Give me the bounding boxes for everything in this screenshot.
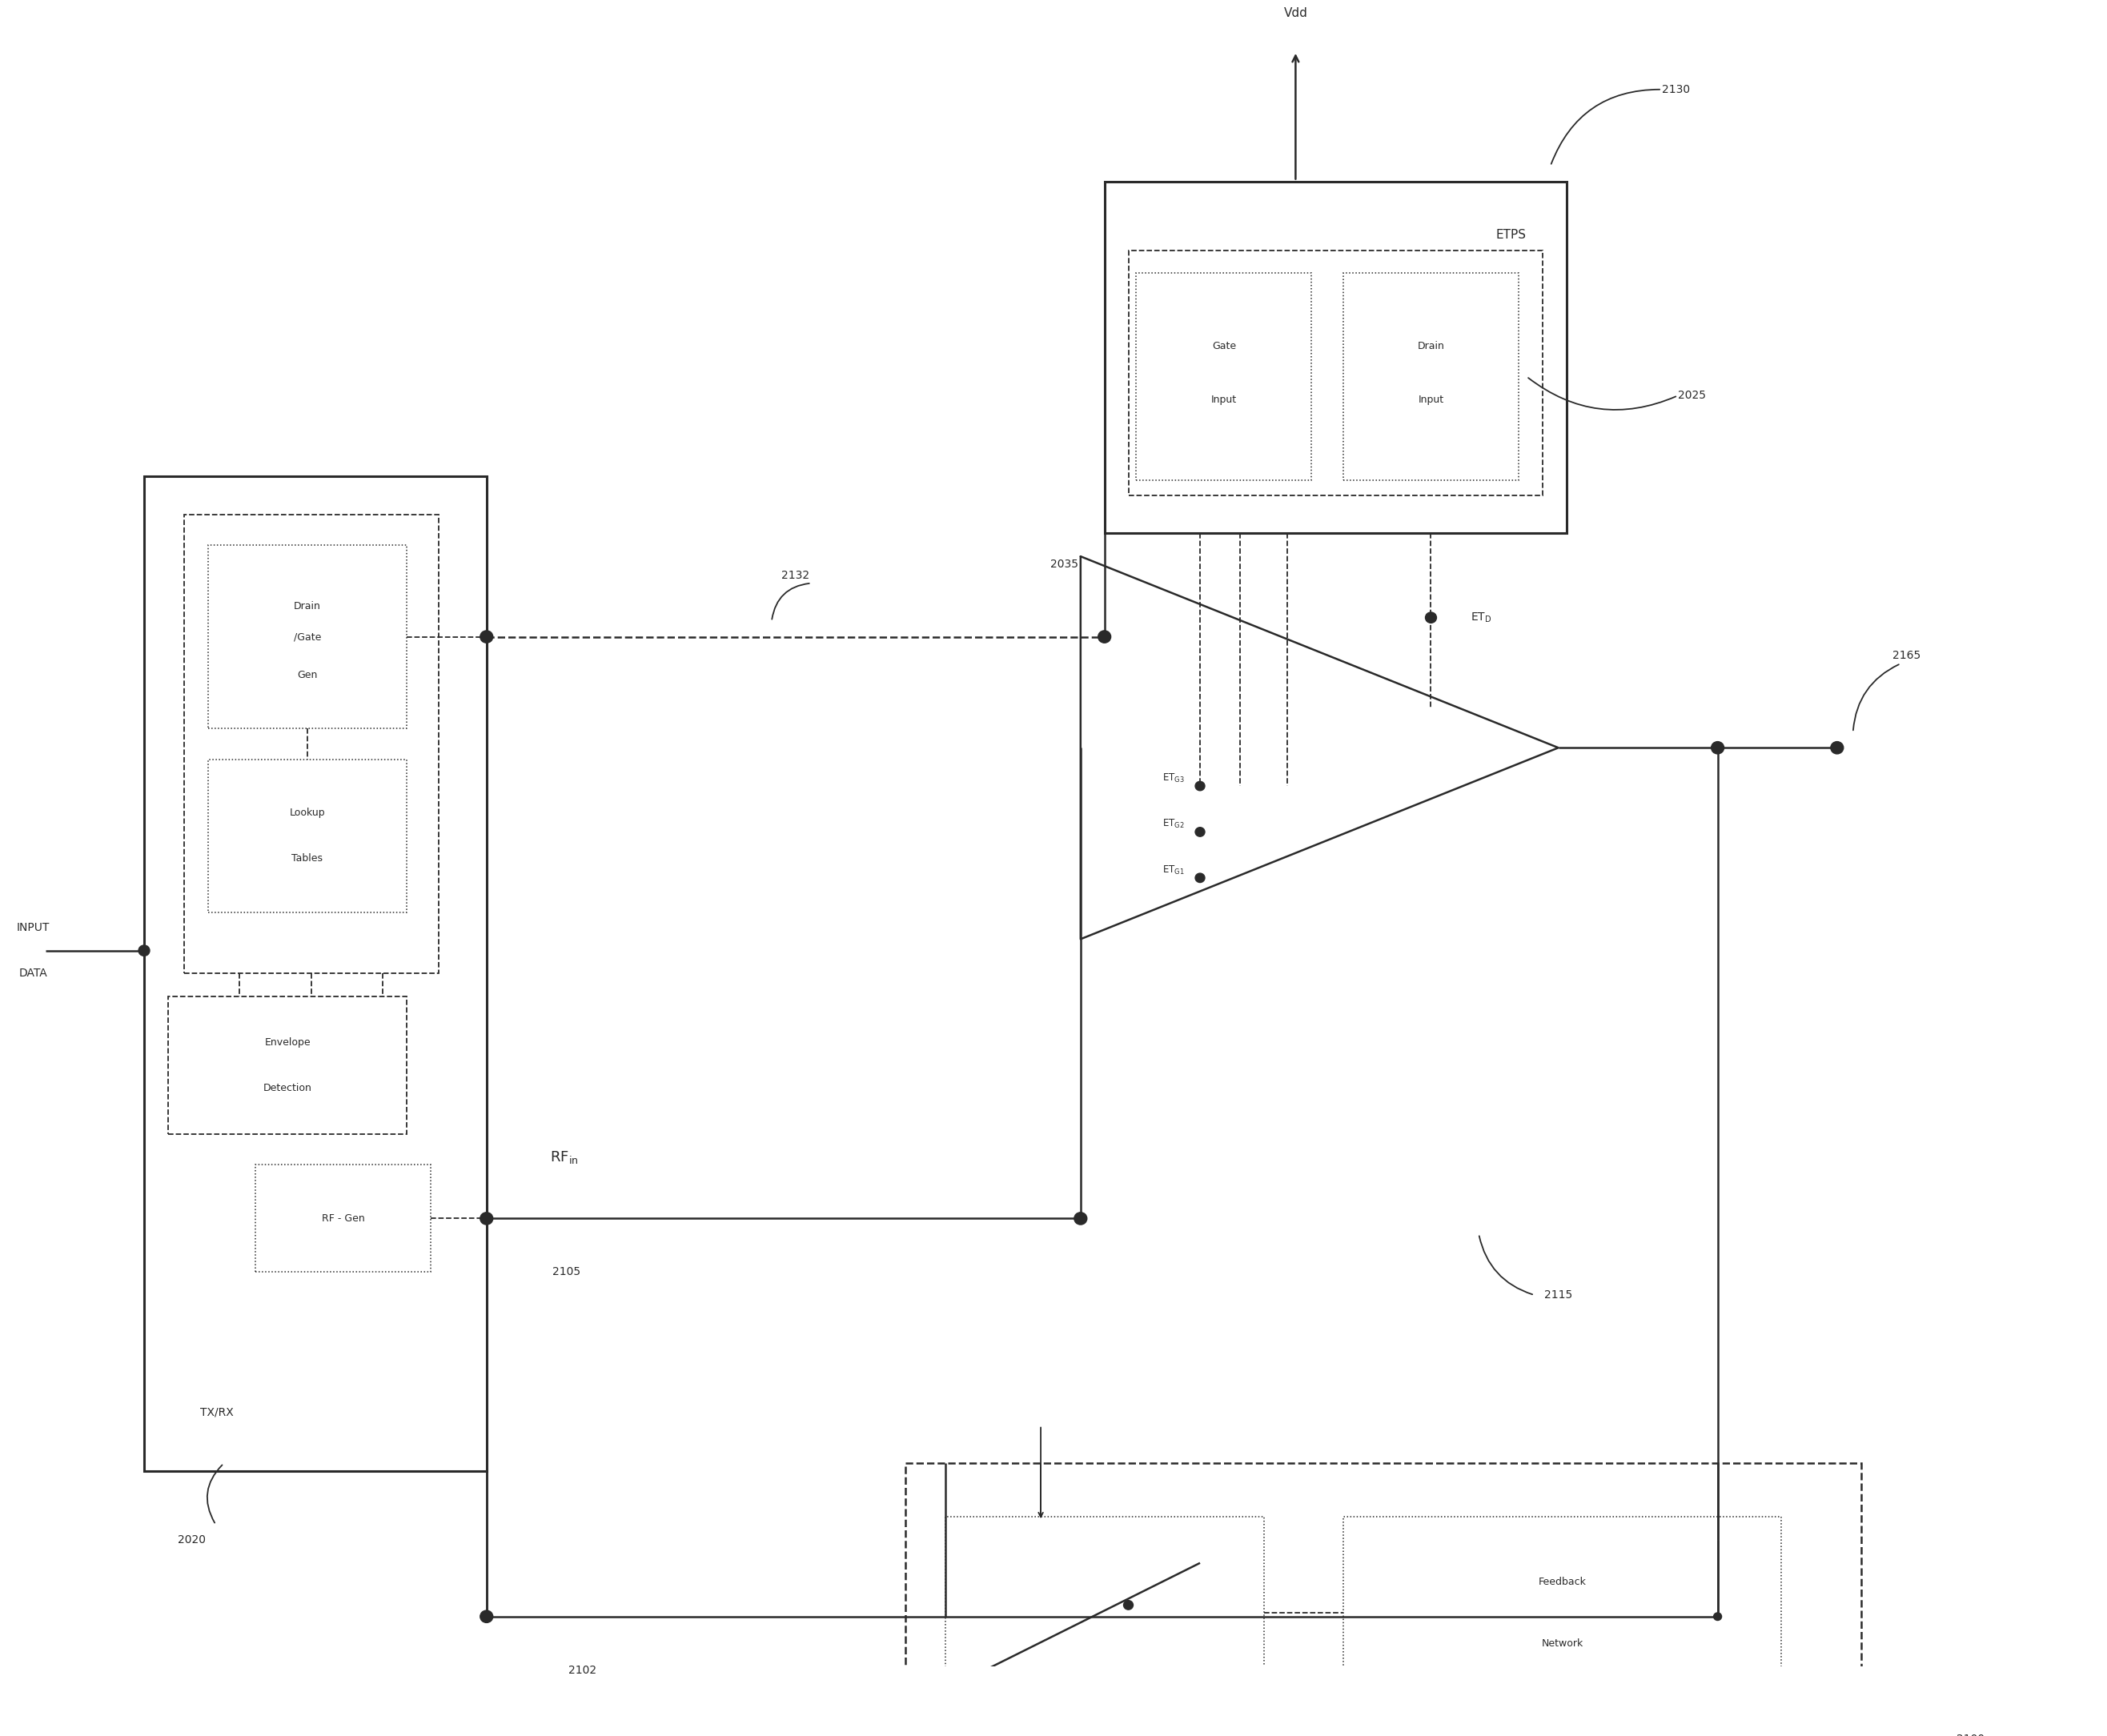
Text: Lookup: Lookup: [289, 807, 324, 818]
Text: $\mathrm{ET_D}$: $\mathrm{ET_D}$: [1471, 611, 1492, 625]
Text: TX/RX: TX/RX: [200, 1406, 234, 1418]
Circle shape: [1831, 741, 1844, 753]
Text: Tables: Tables: [291, 854, 322, 865]
Text: 2115: 2115: [1544, 1290, 1572, 1300]
Bar: [143, 476, 487, 1470]
Bar: [946, 1517, 1264, 1708]
Text: 2102: 2102: [569, 1665, 596, 1675]
Circle shape: [1424, 613, 1437, 623]
Text: ETPS: ETPS: [1496, 229, 1525, 241]
Circle shape: [139, 944, 150, 957]
Text: 2100: 2100: [1957, 1734, 1985, 1736]
Circle shape: [1195, 828, 1205, 837]
Text: Gen: Gen: [297, 670, 318, 681]
Circle shape: [1195, 873, 1205, 882]
Text: $\mathrm{ET_{G2}}$: $\mathrm{ET_{G2}}$: [1163, 818, 1184, 830]
Text: Envelope: Envelope: [263, 1036, 310, 1047]
Text: $\mathrm{ET_{G3}}$: $\mathrm{ET_{G3}}$: [1161, 773, 1184, 785]
Bar: [255, 1165, 430, 1272]
Text: 2035: 2035: [1051, 559, 1079, 569]
Text: $\mathrm{RF_{in}}$: $\mathrm{RF_{in}}$: [550, 1149, 579, 1165]
Bar: [906, 1463, 1860, 1736]
Text: $\mathrm{ET_{G1}}$: $\mathrm{ET_{G1}}$: [1163, 865, 1184, 877]
Bar: [169, 996, 407, 1134]
Bar: [1344, 1517, 1780, 1708]
Text: 2020: 2020: [177, 1535, 206, 1545]
Text: INPUT: INPUT: [17, 922, 51, 934]
Text: Input: Input: [1418, 394, 1443, 404]
Text: 2130: 2130: [1662, 83, 1690, 95]
Text: RF - Gen: RF - Gen: [322, 1213, 365, 1224]
Circle shape: [1713, 1613, 1721, 1620]
Text: Gate: Gate: [1212, 340, 1237, 351]
Circle shape: [1123, 1601, 1134, 1609]
Text: Detection: Detection: [263, 1083, 312, 1094]
Text: Feedback: Feedback: [1538, 1576, 1587, 1587]
Text: Drain: Drain: [293, 601, 320, 611]
Bar: [183, 514, 438, 974]
Text: Network: Network: [1542, 1639, 1582, 1649]
Circle shape: [1098, 630, 1110, 642]
Circle shape: [480, 1611, 493, 1623]
Text: 2105: 2105: [552, 1267, 579, 1278]
Circle shape: [1195, 781, 1205, 790]
Circle shape: [1711, 741, 1724, 753]
Bar: [209, 759, 407, 913]
Text: Drain: Drain: [1418, 340, 1445, 351]
Bar: [209, 545, 407, 729]
Circle shape: [1075, 1212, 1087, 1224]
Text: DATA: DATA: [19, 969, 48, 979]
Text: Vdd: Vdd: [1283, 7, 1308, 19]
Text: /Gate: /Gate: [293, 632, 320, 642]
Bar: [1104, 181, 1566, 533]
Bar: [1136, 273, 1311, 479]
Bar: [1129, 250, 1542, 495]
Circle shape: [480, 630, 493, 642]
Text: 2165: 2165: [1892, 651, 1922, 661]
Text: Input: Input: [1212, 394, 1237, 404]
Circle shape: [480, 1212, 493, 1224]
Text: 2025: 2025: [1677, 391, 1707, 401]
Bar: [1344, 273, 1519, 479]
Text: 2132: 2132: [782, 569, 809, 582]
